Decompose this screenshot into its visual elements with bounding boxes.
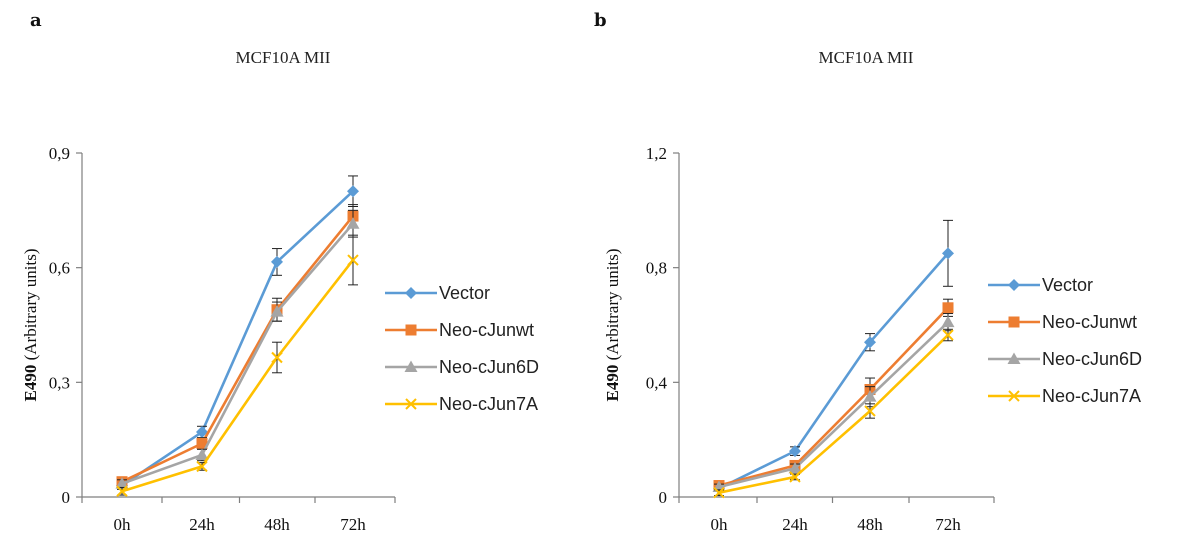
data-point <box>195 448 209 460</box>
data-point <box>713 486 725 499</box>
legend-label: Neo-cJunwt <box>1042 312 1137 332</box>
chart-title: MCF10A MII <box>819 48 914 67</box>
data-point <box>942 302 954 314</box>
chart-title: MCF10A MII <box>236 48 331 67</box>
y-axis-label-rest: (Arbitrary units) <box>21 249 40 365</box>
legend: Vector Neo-cJunwt Neo-cJun6D Neo-cJun7A <box>988 275 1142 406</box>
legend-item: Vector <box>385 283 490 303</box>
y-tick-label: 0,9 <box>49 144 70 163</box>
series-Vector <box>713 219 954 495</box>
x-tick-label: 0h <box>114 515 132 534</box>
data-point <box>942 329 954 341</box>
legend: Vector Neo-cJunwt Neo-cJun6D Neo-cJun7A <box>385 283 539 414</box>
legend-label: Neo-cJun7A <box>439 394 538 414</box>
y-tick-label: 0,4 <box>646 373 668 392</box>
series-Neo-cJun7A <box>116 234 359 497</box>
series-line <box>121 215 355 483</box>
x-tick-label: 24h <box>782 515 808 534</box>
series-Vector <box>116 175 359 492</box>
data-point <box>196 437 208 449</box>
panel-letter: a <box>30 10 42 31</box>
legend-marker <box>405 398 417 410</box>
legend-marker <box>1008 279 1020 291</box>
legend-label: Vector <box>439 283 490 303</box>
legend-item: Neo-cJunwt <box>385 320 534 340</box>
x-tick-label: 48h <box>857 515 883 534</box>
series-Neo-cJun7A <box>713 328 954 499</box>
legend-marker <box>1008 390 1020 402</box>
chart-panel-b: b MCF10A MII 0 0,4 0,8 1,2 0h 24h 48h 72h E490 (Ar… <box>594 10 1142 534</box>
data-point <box>270 305 284 317</box>
y-axis-label-rest: (Arbitrary units) <box>603 249 622 365</box>
data-point <box>271 255 283 268</box>
data-point <box>864 336 876 349</box>
series-line <box>718 306 949 487</box>
data-point <box>347 185 359 198</box>
legend-label: Neo-cJunwt <box>439 320 534 340</box>
series-Neo-cJunwt <box>116 204 359 488</box>
legend-item: Neo-cJun7A <box>988 386 1141 406</box>
y-tick-label: 0,6 <box>49 259 70 278</box>
y-tick-label: 0 <box>62 488 71 507</box>
legend-item: Vector <box>988 275 1093 295</box>
legend-label: Vector <box>1042 275 1093 295</box>
y-tick-label: 0,8 <box>646 259 667 278</box>
data-point <box>196 426 208 439</box>
data-point <box>116 485 128 497</box>
series-line <box>718 321 949 489</box>
legend-item: Neo-cJun6D <box>385 357 539 377</box>
legend-marker <box>1007 352 1021 364</box>
legend-item: Neo-cJun7A <box>385 394 538 414</box>
y-tick-label: 0 <box>659 488 668 507</box>
x-tick-label: 48h <box>264 515 290 534</box>
chart-panel-a: a MCF10A MII 0 0,3 0,6 0,9 0h 24h 48h 72h E490 (Ar… <box>21 10 539 534</box>
data-point <box>271 351 283 364</box>
data-point <box>115 477 129 489</box>
series-line <box>121 259 355 493</box>
y-axis-label-bold: E490 <box>603 365 622 402</box>
series-line <box>121 190 354 487</box>
legend-marker <box>1008 316 1020 328</box>
panel-letter: b <box>594 10 607 31</box>
y-tick-label: 0,3 <box>49 373 70 392</box>
data-point <box>863 390 877 402</box>
y-axis-label-bold: E490 <box>21 365 40 402</box>
data-point <box>789 445 801 458</box>
series-line <box>121 222 354 485</box>
x-tick-label: 72h <box>935 515 961 534</box>
data-point <box>347 254 359 266</box>
data-point <box>864 405 876 417</box>
data-point <box>942 247 954 260</box>
legend-label: Neo-cJun7A <box>1042 386 1141 406</box>
data-point <box>196 460 208 473</box>
legend-marker <box>405 287 417 299</box>
y-axis-label: E490 (Arbitrary units) <box>21 249 40 402</box>
data-point <box>346 217 360 229</box>
series-line <box>718 252 949 490</box>
legend-label: Neo-cJun6D <box>439 357 539 377</box>
legend-marker <box>404 360 418 372</box>
legend-label: Neo-cJun6D <box>1042 349 1142 369</box>
legend-item: Neo-cJun6D <box>988 349 1142 369</box>
data-point <box>788 461 802 474</box>
x-tick-label: 72h <box>340 515 366 534</box>
y-tick-label: 1,2 <box>646 144 667 163</box>
x-tick-label: 24h <box>189 515 215 534</box>
series-line <box>718 334 949 494</box>
y-axis-label: E490 (Arbitrary units) <box>603 249 622 402</box>
x-tick-label: 0h <box>711 515 729 534</box>
data-point <box>941 315 955 328</box>
data-point <box>789 471 801 483</box>
legend-marker <box>405 324 417 336</box>
legend-item: Neo-cJunwt <box>988 312 1137 332</box>
